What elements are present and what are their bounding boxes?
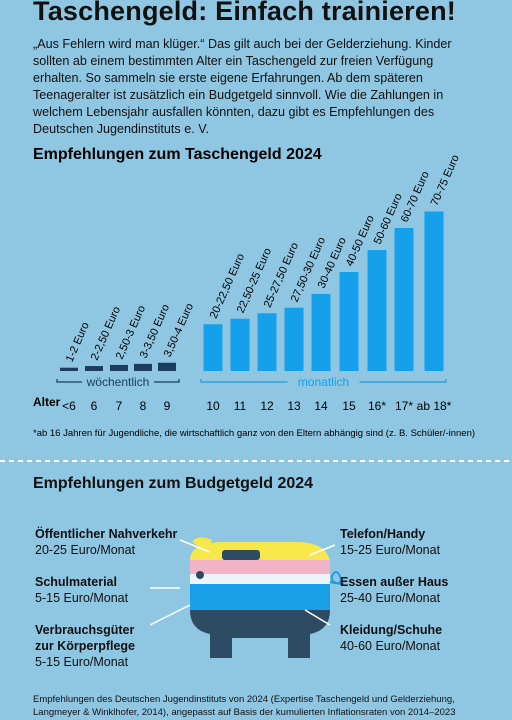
- coin-slot: [222, 550, 260, 560]
- x-tick-label: 16*: [368, 399, 386, 413]
- bar: [110, 364, 128, 371]
- x-tick-label: 15: [342, 399, 356, 413]
- bar: [257, 313, 277, 371]
- x-tick-label: ab 18*: [417, 399, 452, 413]
- x-tick-label: <6: [62, 399, 76, 413]
- x-axis-label: Alter: [33, 395, 61, 409]
- source: Empfehlungen des Deutschen Jugendinstitu…: [33, 694, 456, 718]
- footnote: *ab 16 Jahren für Jugendliche, die wirts…: [33, 428, 475, 439]
- pig-tail: [329, 571, 345, 585]
- budget-title: Empfehlungen zum Budgetgeld 2024: [33, 475, 314, 492]
- budget-item-name: Telefon/Handy: [340, 527, 426, 541]
- bar: [284, 307, 304, 371]
- budget-item-amount: 5-15 Euro/Monat: [35, 591, 129, 605]
- budget-item: Telefon/Handy 15-25 Euro/Monat: [340, 526, 490, 558]
- x-tick-label: 13: [287, 399, 301, 413]
- budget-item-amount: 20-25 Euro/Monat: [35, 543, 136, 557]
- chart-title: Empfehlungen zum Taschengeld 2024: [33, 146, 322, 163]
- bar: [424, 211, 444, 371]
- x-tick-label: 10: [206, 399, 220, 413]
- value-label: 70-75 Euro: [429, 153, 462, 208]
- x-tick-label: 8: [140, 399, 147, 413]
- x-tick-label: 9: [164, 399, 171, 413]
- x-tick-label: 7: [116, 399, 123, 413]
- bar: [60, 367, 78, 371]
- x-tick-label: 14: [314, 399, 328, 413]
- x-tick-label: 6: [91, 399, 98, 413]
- bar: [394, 228, 414, 371]
- group-label-bg: [82, 375, 154, 389]
- budget-item: Öffentlicher Nahverkehr 20-25 Euro/Monat: [35, 526, 185, 558]
- budget-item: Verbrauchsgüter zur Körperpflege 5-15 Eur…: [35, 622, 150, 670]
- x-tick-label: 11: [234, 399, 247, 413]
- divider: [0, 460, 512, 462]
- pointer: [309, 544, 336, 556]
- pointer: [179, 539, 211, 553]
- bar: [339, 272, 359, 371]
- x-tick-label: 17*: [395, 399, 413, 413]
- intro-text: „Aus Fehlern wird man klüger.“ Das gilt …: [33, 37, 452, 136]
- budget-item-amount: 5-15 Euro/Monat: [35, 655, 129, 669]
- value-label: 1-2 Euro: [64, 320, 92, 363]
- budget-item-name: Öffentlicher Nahverkehr: [35, 527, 178, 541]
- pointer: [304, 609, 331, 626]
- group-label: monatlich: [298, 375, 349, 389]
- bar: [367, 250, 387, 371]
- budget-item: Schulmaterial 5-15 Euro/Monat: [35, 574, 185, 606]
- pointer: [150, 604, 191, 626]
- bar: [158, 362, 176, 371]
- bar: [85, 366, 103, 371]
- budget-item: Kleidung/Schuhe 40-60 Euro/Monat: [340, 622, 490, 654]
- pig-eye: [196, 571, 204, 579]
- budget-item-amount: 40-60 Euro/Monat: [340, 639, 441, 653]
- budget-item-amount: 25-40 Euro/Monat: [340, 591, 441, 605]
- x-tick-label: 12: [260, 399, 274, 413]
- page-title: Taschengeld: Einfach trainieren!: [33, 0, 456, 26]
- group-label: wöchentlich: [86, 375, 150, 389]
- budget-item-name: Verbrauchsgüter zur Körperpflege: [35, 623, 136, 653]
- bar: [134, 363, 152, 371]
- budget-item-name: Schulmaterial: [35, 575, 117, 589]
- group-label-bg: [287, 375, 360, 389]
- bar: [230, 318, 250, 371]
- bar: [311, 294, 331, 371]
- chart: Empfehlungen zum Taschengeld 2024 Alter …: [33, 146, 475, 439]
- budget-item: Essen außer Haus 25-40 Euro/Monat: [340, 574, 490, 606]
- bar: [203, 324, 223, 371]
- budget-item-name: Essen außer Haus: [340, 575, 449, 589]
- piggy-bank: [150, 537, 345, 658]
- budget-item-amount: 15-25 Euro/Monat: [340, 543, 441, 557]
- budget-item-name: Kleidung/Schuhe: [340, 623, 443, 637]
